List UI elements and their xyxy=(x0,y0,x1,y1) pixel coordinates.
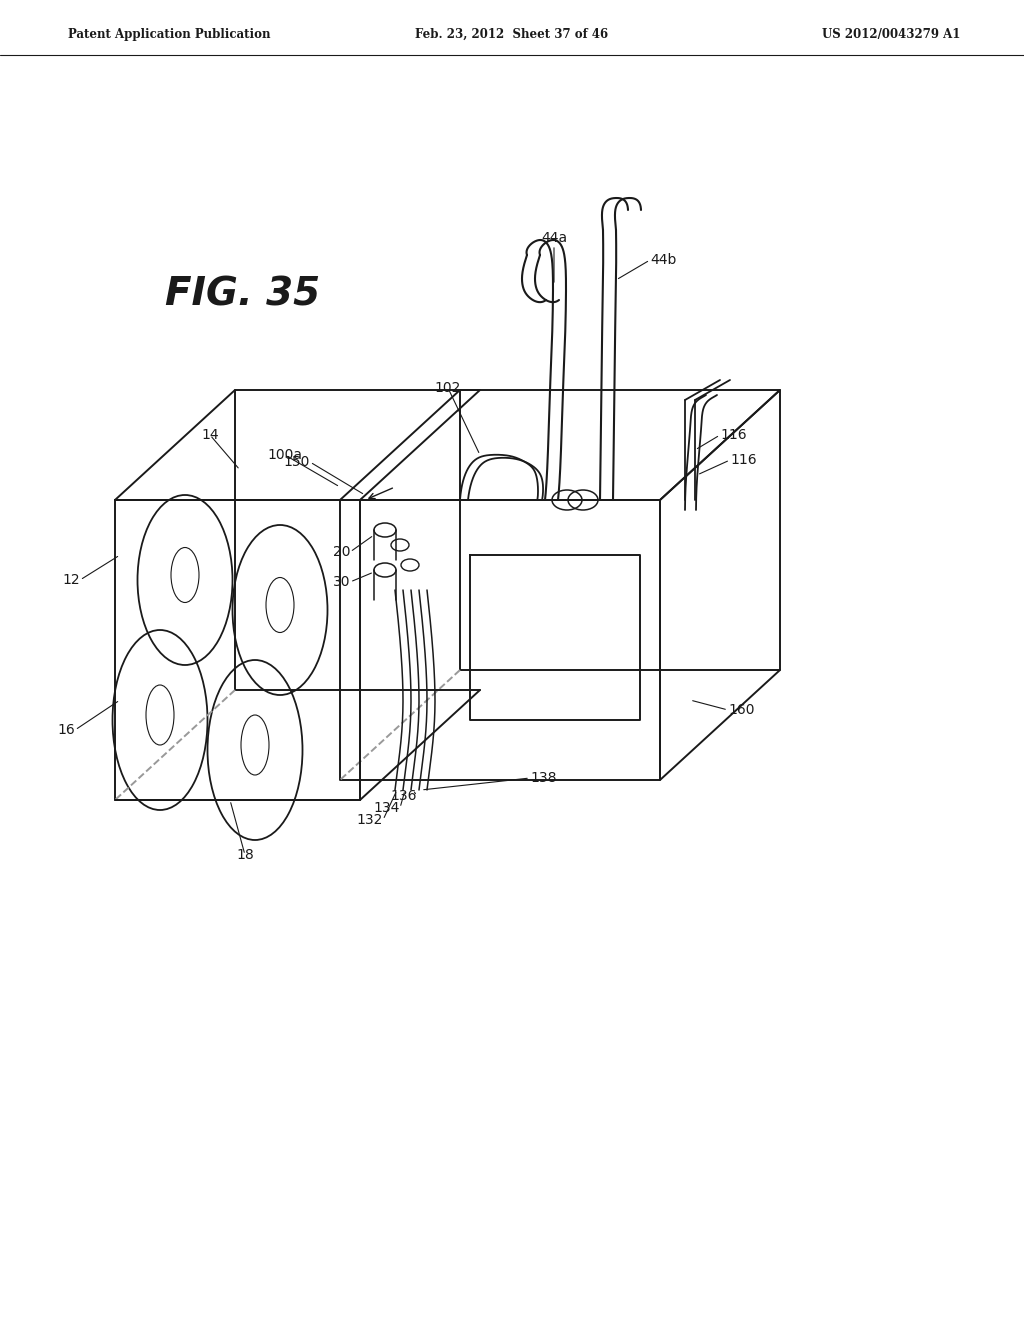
Text: 138: 138 xyxy=(530,771,556,785)
Text: 116: 116 xyxy=(720,428,746,442)
Text: Feb. 23, 2012  Sheet 37 of 46: Feb. 23, 2012 Sheet 37 of 46 xyxy=(416,28,608,41)
Text: 44b: 44b xyxy=(650,253,677,267)
Text: 16: 16 xyxy=(57,723,75,737)
Text: 160: 160 xyxy=(728,704,755,717)
Text: 136: 136 xyxy=(390,789,417,803)
Text: 132: 132 xyxy=(356,813,383,828)
Text: 100a: 100a xyxy=(267,447,302,462)
Text: 20: 20 xyxy=(333,545,350,558)
Text: 18: 18 xyxy=(237,847,254,862)
Text: FIG. 35: FIG. 35 xyxy=(165,275,321,313)
Text: 102: 102 xyxy=(435,381,461,395)
Text: 12: 12 xyxy=(62,573,80,587)
Text: 134: 134 xyxy=(374,801,400,814)
Text: 150: 150 xyxy=(284,455,310,469)
Text: US 2012/0043279 A1: US 2012/0043279 A1 xyxy=(821,28,961,41)
Text: 30: 30 xyxy=(333,576,350,589)
Text: Patent Application Publication: Patent Application Publication xyxy=(68,28,270,41)
Text: 14: 14 xyxy=(201,428,219,442)
Text: 44a: 44a xyxy=(541,231,567,246)
Text: 116: 116 xyxy=(730,453,757,467)
